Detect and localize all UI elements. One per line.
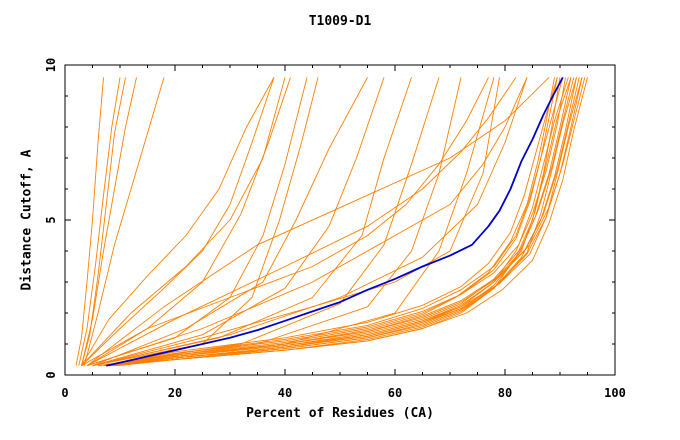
model-line-26 — [106, 77, 572, 367]
model-line-39 — [108, 77, 558, 367]
model-line-22 — [86, 77, 550, 367]
model-line-7 — [81, 77, 275, 367]
model-line-29 — [111, 77, 580, 367]
model-line-33 — [103, 77, 555, 367]
model-line-9 — [86, 77, 291, 367]
model-line-25 — [103, 77, 566, 367]
model-line-8 — [81, 77, 286, 367]
model-line-16 — [97, 77, 462, 367]
model-line-32 — [103, 77, 558, 367]
x-axis-label: Percent of Residues (CA) — [246, 406, 434, 421]
y-tick-label-group: 0 — [44, 371, 58, 378]
model-line-14 — [92, 77, 412, 367]
y-tick-label: 5 — [44, 216, 58, 223]
model-line-19 — [86, 77, 517, 367]
model-line-2 — [78, 77, 121, 366]
series-lines — [75, 76, 588, 367]
model-line-28 — [108, 77, 577, 367]
model-line-10 — [86, 77, 308, 367]
chart-title: T1009-D1 — [308, 14, 372, 29]
x-tick-label: 100 — [604, 386, 626, 400]
model-line-37 — [114, 77, 583, 367]
x-tick-label: 60 — [388, 386, 402, 400]
model-line-36 — [108, 77, 577, 367]
x-tick-label: 80 — [498, 386, 512, 400]
axes: 0 20 40 60 80 100 0 5 10 — [44, 58, 626, 400]
model-line-13 — [92, 77, 385, 367]
model-line-20 — [86, 77, 528, 367]
highlight-line — [106, 76, 564, 367]
y-tick-label-group: 10 — [44, 58, 58, 72]
model-line-18 — [81, 77, 489, 367]
x-tick-label: 40 — [278, 386, 292, 400]
x-tick-label: 0 — [61, 386, 68, 400]
model-line-40 — [111, 77, 564, 367]
model-line-38 — [117, 77, 588, 367]
y-tick-label: 10 — [44, 58, 58, 72]
model-line-6 — [81, 77, 275, 366]
model-line-5 — [83, 77, 165, 366]
model-line-21 — [92, 77, 528, 367]
model-line-30 — [114, 77, 583, 367]
model-line-4 — [81, 77, 137, 366]
y-tick-label: 0 — [44, 371, 58, 378]
model-line-1 — [75, 77, 104, 366]
y-tick-label-group: 5 — [44, 216, 58, 223]
model-line-35 — [108, 77, 572, 367]
model-line-23 — [92, 77, 500, 367]
x-tick-label: 20 — [168, 386, 182, 400]
model-line-34 — [106, 77, 569, 367]
model-line-27 — [108, 77, 575, 367]
model-line-12 — [92, 77, 368, 367]
model-line-3 — [81, 77, 126, 366]
